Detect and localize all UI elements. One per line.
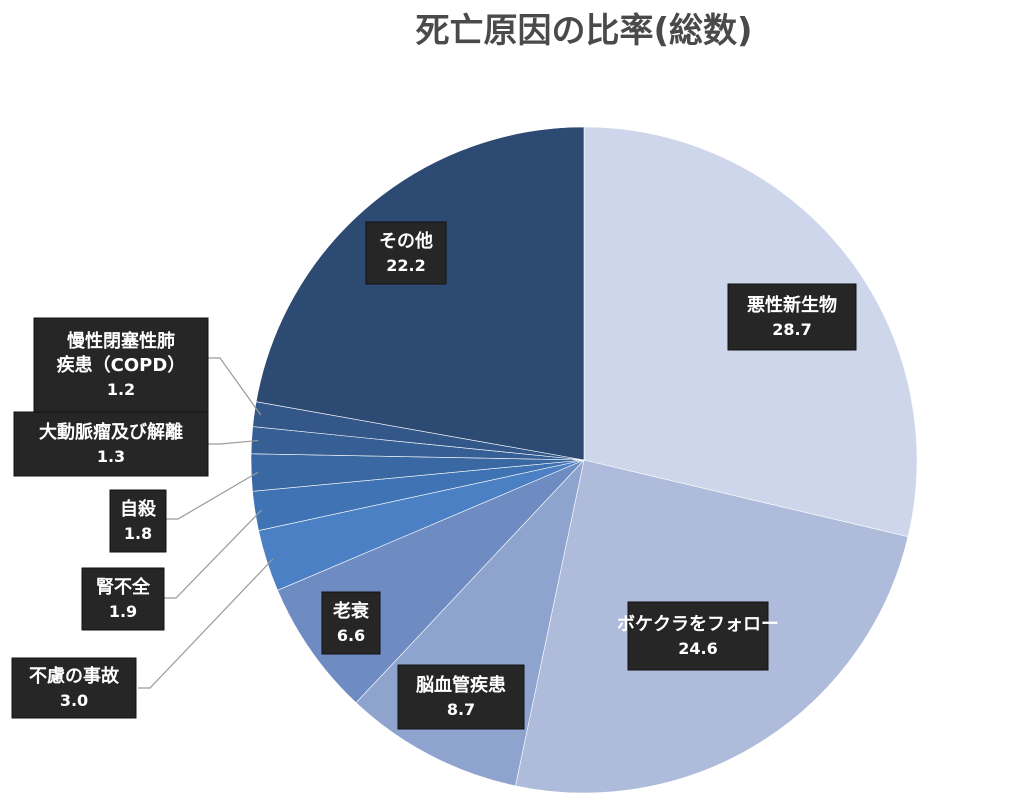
slice-value: 1.2 (107, 380, 135, 399)
slice-label: 悪性新生物 (747, 294, 837, 316)
data-label-box (81, 567, 165, 631)
data-label-box (397, 664, 525, 730)
data-label: ボケクラをフォロー 24.6 (617, 601, 779, 671)
data-label: 自殺 1.8 (109, 489, 167, 553)
slice-label: その他 (379, 230, 433, 252)
leader-line (164, 509, 262, 599)
data-label-box (13, 411, 209, 477)
data-label: その他 22.2 (365, 221, 447, 285)
slice-value: 28.7 (772, 320, 811, 339)
slice-label: 慢性閉塞性肺 (67, 330, 175, 352)
slice-label: 自殺 (120, 498, 157, 520)
leader-line (208, 357, 262, 416)
data-label-box (109, 489, 167, 553)
leader-line (138, 558, 274, 689)
data-label-box (321, 591, 381, 655)
slice-label: 脳血管疾患 (416, 674, 506, 696)
data-label-box (365, 221, 447, 285)
data-label: 脳血管疾患 8.7 (397, 664, 525, 730)
slice-value: 1.9 (109, 602, 137, 621)
data-label-box (627, 601, 769, 671)
data-label-box (727, 283, 857, 351)
slice-value: 24.6 (678, 639, 717, 658)
slice-value: 1.3 (97, 447, 125, 466)
chart-title: 死亡原因の比率(総数) (415, 11, 752, 51)
leader-line (166, 471, 259, 520)
slice-label: 疾患（COPD） (57, 354, 186, 376)
data-label: 老衰 6.6 (321, 591, 381, 655)
slice-value: 22.2 (386, 256, 425, 275)
slice-value: 8.7 (447, 700, 475, 719)
data-label-box (11, 657, 137, 719)
slice-value: 6.6 (337, 626, 365, 645)
slice-value: 3.0 (60, 691, 88, 710)
data-label: 腎不全 1.9 (81, 567, 165, 631)
slice-label: 腎不全 (96, 576, 151, 598)
pie-slices (250, 126, 918, 794)
slice-label: 不慮の事故 (29, 665, 120, 687)
leader-lines (138, 357, 274, 689)
leader-line (208, 439, 259, 445)
data-label-box (33, 317, 209, 413)
slice-label: 老衰 (333, 600, 370, 622)
data-label: 悪性新生物 28.7 (727, 283, 857, 351)
data-labels: 悪性新生物 28.7 ボケクラをフォロー 24.6 脳血管疾患 8.7 老衰 6.6 不慮の事故… (11, 221, 857, 730)
slice-value: 1.8 (124, 524, 152, 543)
slice-label: 大動脈瘤及び解離 (39, 421, 183, 443)
slice-label: ボケクラをフォロー (617, 614, 779, 635)
data-label: 大動脈瘤及び解離 1.3 (13, 411, 209, 477)
pie-slice (255, 126, 585, 461)
data-label: 不慮の事故 3.0 (11, 657, 137, 719)
